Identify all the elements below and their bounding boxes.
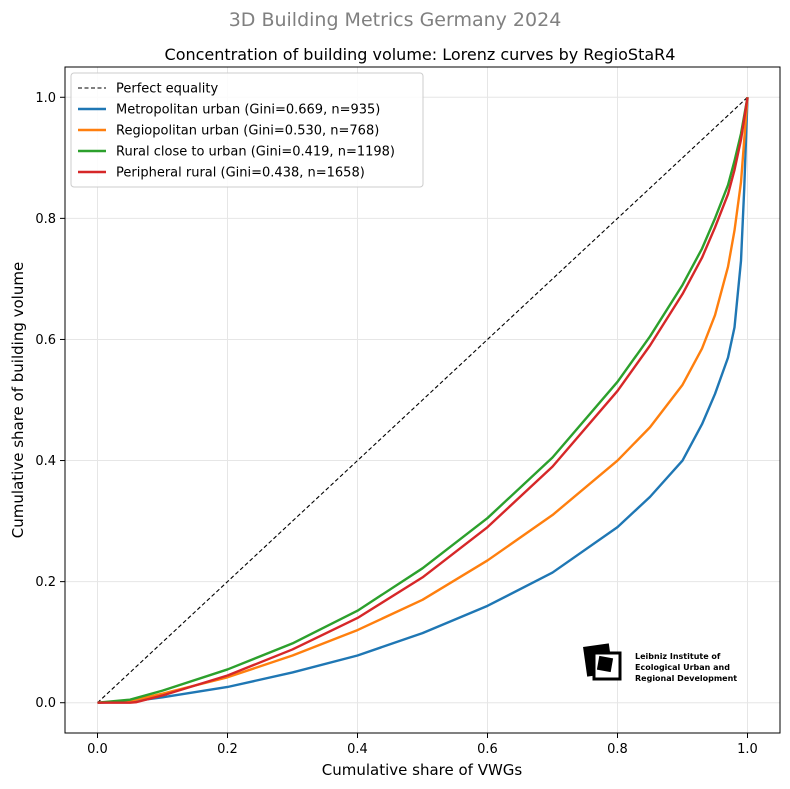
logo-text-line3: Regional Development	[635, 674, 737, 683]
ioer-logo: Leibniz Institute of Ecological Urban an…	[583, 643, 737, 683]
y-axis-ticks: 0.0 0.2 0.4 0.6 0.8 1.0	[35, 91, 65, 711]
chart-title: Concentration of building volume: Lorenz…	[165, 45, 676, 64]
y-tick-label: 0.4	[35, 454, 56, 469]
logo-text-line2: Ecological Urban and	[635, 663, 730, 672]
x-tick-label: 0.2	[217, 742, 238, 757]
series-lines	[97, 96, 749, 704]
legend-label-3: Rural close to urban (Gini=0.419, n=1198…	[116, 145, 395, 160]
y-tick-label: 0.8	[35, 212, 56, 227]
series-line-0	[97, 97, 749, 704]
x-axis-label: Cumulative share of VWGs	[322, 761, 523, 779]
series-line-3	[97, 97, 749, 704]
series-line-2	[97, 97, 749, 704]
x-tick-label: 0.8	[607, 742, 628, 757]
y-tick-label: 0.2	[35, 575, 56, 590]
legend-label-1: Metropolitan urban (Gini=0.669, n=935)	[116, 103, 380, 118]
x-tick-label: 1.0	[737, 742, 758, 757]
legend-box	[70, 72, 424, 188]
x-tick-label: 0.0	[87, 742, 108, 757]
legend: Perfect equality Metropolitan urban (Gini…	[70, 72, 424, 188]
x-tick-label: 0.6	[477, 742, 498, 757]
legend-label-4: Peripheral rural (Gini=0.438, n=1658)	[116, 166, 365, 181]
y-tick-label: 0.0	[35, 696, 56, 711]
y-tick-label: 0.6	[35, 333, 56, 348]
x-axis-ticks: 0.0 0.2 0.4 0.6 0.8 1.0	[87, 733, 758, 757]
reference-line-perfect-equality	[97, 96, 748, 704]
legend-label-0: Perfect equality	[116, 82, 218, 97]
y-axis-label: Cumulative share of building volume	[9, 262, 27, 538]
ioer-logo-mark	[583, 643, 622, 681]
legend-label-2: Regiopolitan urban (Gini=0.530, n=768)	[116, 124, 379, 139]
chart-suptitle: 3D Building Metrics Germany 2024	[229, 9, 562, 31]
logo-text-line1: Leibniz Institute of	[635, 652, 721, 661]
y-tick-label: 1.0	[35, 91, 56, 106]
plot-area-frame	[64, 66, 781, 734]
x-tick-label: 0.4	[347, 742, 368, 757]
